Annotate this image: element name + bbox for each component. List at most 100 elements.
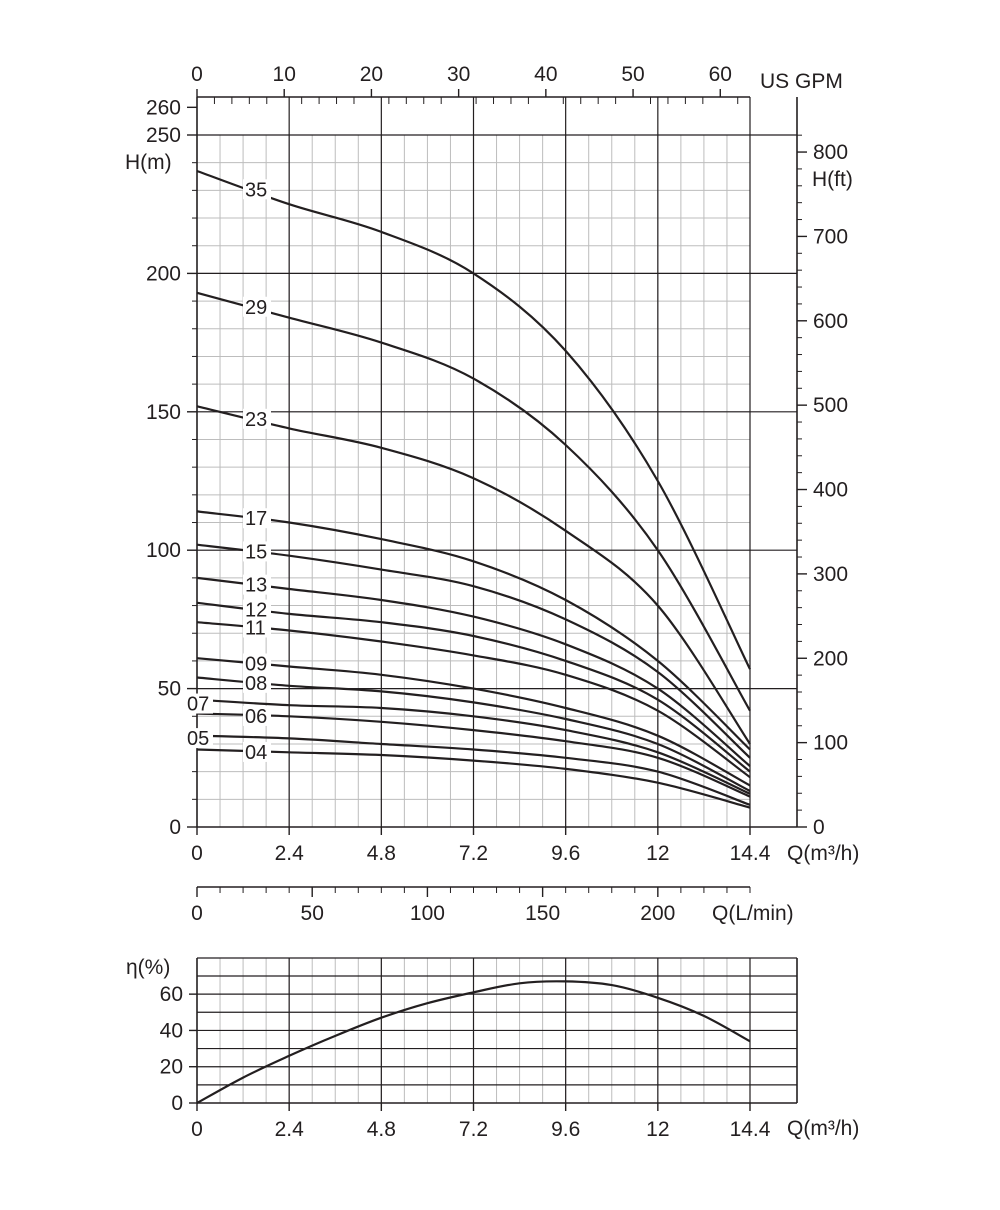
head-curve-label-05: 05 [187,728,209,750]
head-curves [196,169,751,809]
head-curve-12 [196,601,751,773]
head-curve-09 [196,657,751,787]
xlabel-efficiency-q-m3h: Q(m³/h) [787,1117,859,1140]
head-curve-label-15: 15 [245,541,267,563]
lmin-tick-label: 150 [525,902,560,925]
head-curve-label-bg-06 [243,705,272,726]
head-curve-label-bg-08 [243,672,272,693]
head-left-tick-label: 150 [146,401,181,424]
gpm-tick-label: 40 [534,63,557,86]
eff-x-tick-label: 12 [646,1118,669,1141]
head-curve-15 [196,543,751,759]
head-curve-label-04: 04 [245,742,267,764]
head-curve-label-bg-04 [243,741,272,762]
head-chart-grid [197,97,797,827]
head-right-tick-label: 100 [813,732,848,755]
head-curve-label-13: 13 [245,575,267,597]
lmin-tick-label: 50 [301,902,324,925]
eff-x-tick-label: 2.4 [275,1118,305,1141]
head-curve-07 [196,698,751,795]
head-bottom-tick-label: 4.8 [367,842,396,865]
head-curve-label-11: 11 [245,617,266,639]
head-right-tick-label: 600 [813,310,848,333]
lmin-tick-label: 100 [410,902,445,925]
head-right-tick-label: 500 [813,394,848,417]
head-curve-08 [196,676,751,792]
head-curve-05 [196,734,751,806]
eff-x-tick-label: 0 [191,1118,203,1141]
head-chart-axes: 0501001502002502600100200300400500600700… [146,63,848,865]
xlabel-head-q-m3h: Q(m³/h) [787,842,859,865]
head-curve-label-bg-29 [243,296,272,317]
efficiency-curve-group [196,980,751,1104]
ylabel-right-head-ft: H(ft) [812,168,853,191]
head-curve-label-bg-17 [243,508,272,529]
lmin-tick-label: 0 [191,902,203,925]
head-curve-label-bg-23 [243,408,272,429]
head-curve-04 [196,748,751,809]
head-right-tick-label: 700 [813,225,848,248]
head-curve-label-23: 23 [245,409,267,431]
efficiency-chart-grid: 0 20 40 60 0 2.4 4.8 7.2 9.6 12 14.4 [160,957,798,1141]
eff-x-tick-label: 4.8 [367,1118,396,1141]
xlabel-lmin: Q(L/min) [712,902,794,925]
head-curve-label-29: 29 [245,297,267,319]
head-curve-35 [196,169,751,670]
xlabel-top-us-gpm: US GPM [760,70,843,93]
head-curve-11 [196,621,751,779]
head-right-tick-label: 200 [813,647,848,670]
head-curve-06 [196,712,751,798]
head-bottom-tick-label: 7.2 [459,842,488,865]
head-curve-13 [196,576,751,767]
head-curve-29 [196,291,751,712]
head-curve-label-06: 06 [245,706,267,728]
head-curve-label-bg-09 [243,653,272,674]
head-left-tick-label: 200 [146,262,181,285]
gpm-tick-label: 20 [360,63,383,86]
head-curve-17 [196,510,751,751]
head-curve-label-bg-15 [243,541,272,562]
eff-y-tick-label: 0 [171,1092,183,1115]
lmin-axis: 0 50 100 150 200 [191,886,751,925]
head-curve-label-bg-13 [243,574,272,595]
lmin-tick-label: 200 [640,902,675,925]
eff-y-tick-label: 60 [160,983,183,1006]
efficiency-curve [196,980,751,1104]
head-left-tick-label: 100 [146,539,181,562]
head-curve-label-09: 09 [245,653,267,675]
ylabel-left-head-m: H(m) [125,151,172,174]
ylabel-efficiency: η(%) [126,956,170,979]
head-curve-23 [196,405,751,745]
head-curve-label-12: 12 [245,600,267,622]
head-curve-label-08: 08 [245,673,267,695]
eff-x-tick-label: 7.2 [459,1118,488,1141]
eff-y-tick-label: 40 [160,1019,183,1042]
head-right-tick-label: 0 [813,816,825,839]
gpm-tick-label: 50 [621,63,644,86]
eff-x-tick-label: 14.4 [730,1118,771,1141]
head-right-tick-label: 800 [813,141,848,164]
head-curve-label-bg-35 [243,179,272,200]
head-bottom-tick-label: 14.4 [730,842,771,865]
head-curve-label-bg-12 [243,599,272,620]
head-bottom-tick-label: 0 [191,842,203,865]
head-curve-label-bg-05 [185,728,214,749]
eff-x-tick-label: 9.6 [551,1118,580,1141]
head-curve-label-bg-07 [185,693,214,714]
gpm-tick-label: 10 [273,63,296,86]
head-right-tick-label: 400 [813,479,848,502]
head-bottom-tick-label: 9.6 [551,842,580,865]
head-curve-label-17: 17 [245,508,267,530]
head-left-tick-label: 250 [146,124,181,147]
head-curve-label-07: 07 [187,694,209,716]
head-bottom-tick-label: 2.4 [275,842,305,865]
gpm-tick-label: 0 [191,63,203,86]
gpm-tick-label: 60 [709,63,732,86]
head-left-tick-label: 260 [146,96,181,119]
head-curve-label-35: 35 [245,179,267,201]
head-curve-label-bg-11 [243,617,272,638]
head-left-tick-label: 0 [169,816,181,839]
gpm-tick-label: 30 [447,63,470,86]
head-bottom-tick-label: 12 [646,842,669,865]
